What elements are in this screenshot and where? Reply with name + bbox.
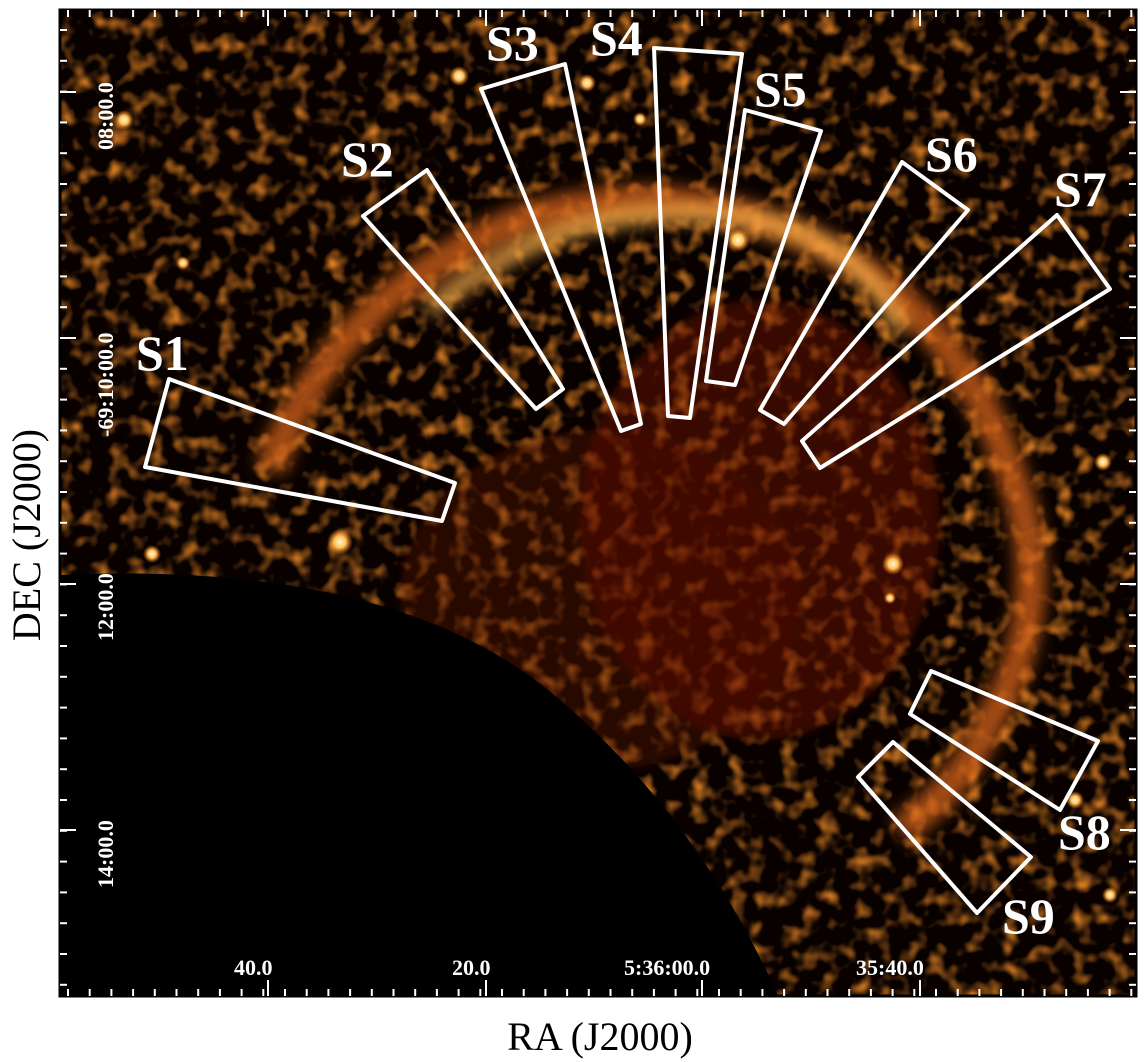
region-outlines (143, 46, 1112, 915)
ra-tick-label: 35:40.0 (856, 955, 924, 980)
region-label-s1: S1 (136, 325, 189, 381)
dec-tick-labels: 08:00.0 -69:10:00.0 12:00.0 14:00.0 (93, 82, 118, 888)
masked-region (60, 573, 779, 996)
region-outline-s5 (704, 108, 823, 387)
region-label-s4: S4 (590, 10, 643, 66)
y-axis-title: DEC (J2000) (4, 429, 49, 641)
region-label-s3: S3 (486, 15, 539, 71)
region-label-s2: S2 (341, 131, 394, 187)
region-outline-s9 (856, 740, 1033, 915)
dec-tick-label: -69:10:00.0 (93, 333, 118, 437)
ra-tick-label: 40.0 (234, 955, 273, 980)
image-area (60, 10, 1136, 996)
region-outline-s6 (758, 160, 970, 426)
region-label-s7: S7 (1054, 161, 1107, 217)
dec-tick-label: 14:00.0 (93, 820, 118, 888)
region-outline-s1 (143, 377, 457, 523)
region-outline-s3 (479, 62, 643, 433)
ra-tick-label: 5:36:00.0 (624, 955, 710, 980)
dec-tick-label: 12:00.0 (93, 573, 118, 641)
region-label-s8: S8 (1058, 804, 1111, 860)
region-label-s5: S5 (754, 61, 807, 117)
ra-tick-label: 20.0 (452, 955, 491, 980)
ra-tick-labels: 40.0 20.0 5:36:00.0 35:40.0 (234, 955, 924, 980)
region-outline-s4 (652, 46, 744, 420)
image-frame (58, 8, 1138, 998)
region-outline-s2 (361, 168, 565, 411)
x-axis-title: RA (J2000) (507, 1014, 693, 1059)
region-outline-s7 (800, 213, 1112, 470)
region-outline-s8 (908, 669, 1100, 812)
dec-tick-label: 08:00.0 (93, 82, 118, 150)
axis-ticks (60, 10, 1136, 996)
region-label-s9: S9 (1002, 888, 1055, 944)
region-labels: S1 S2 S3 S4 S5 S6 S7 S8 S9 (136, 10, 1111, 944)
region-label-s6: S6 (925, 126, 978, 182)
